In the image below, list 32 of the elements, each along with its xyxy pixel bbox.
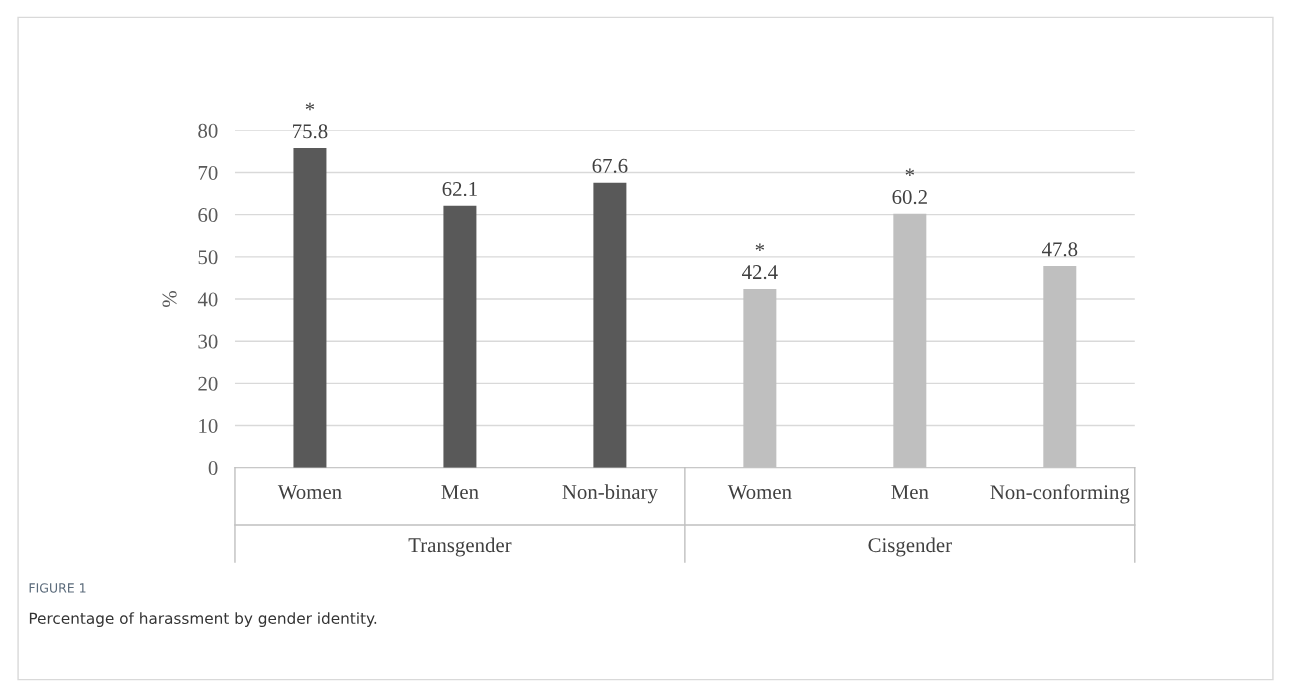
x-tick-label: Men (891, 485, 929, 500)
data-label: * 42.4 (742, 243, 778, 280)
bar (443, 205, 477, 468)
bar (593, 182, 627, 468)
text: FIGURE 1 (29, 583, 86, 593)
x-tick-label: Women (277, 485, 342, 500)
x-tick-label: Non-conforming (990, 484, 1130, 504)
y-tick-label: 40 (197, 292, 218, 307)
bar (893, 213, 927, 468)
y-axis-title: % (162, 291, 177, 307)
text: Cisgender (868, 537, 952, 557)
text: Percentage of harassment by gender identity. (29, 612, 377, 627)
bar (1043, 266, 1077, 468)
text: Transgender (408, 537, 512, 557)
y-tick-label: 80 (198, 123, 218, 138)
y-tick-label: 30 (198, 334, 218, 349)
y-tick-label: 70 (198, 165, 218, 180)
data-label: 67.6 (592, 158, 628, 173)
data-label: 62.1 (442, 182, 477, 197)
y-tick-label: 10 (199, 418, 218, 433)
y-tick-label: 20 (198, 376, 218, 391)
x-tick-label: Women (727, 485, 792, 500)
bar (293, 148, 327, 468)
data-label: 47.8 (1041, 242, 1078, 257)
y-tick-label: 60 (198, 208, 218, 223)
y-tick-label: 0 (208, 461, 218, 476)
data-label: * 75.8 (293, 102, 328, 139)
bar (743, 288, 777, 468)
y-tick-label: 50 (198, 250, 218, 265)
x-tick-label: Men (441, 485, 479, 500)
data-label: * 60.2 (892, 168, 927, 205)
x-tick-label: Non-binary (562, 484, 658, 504)
